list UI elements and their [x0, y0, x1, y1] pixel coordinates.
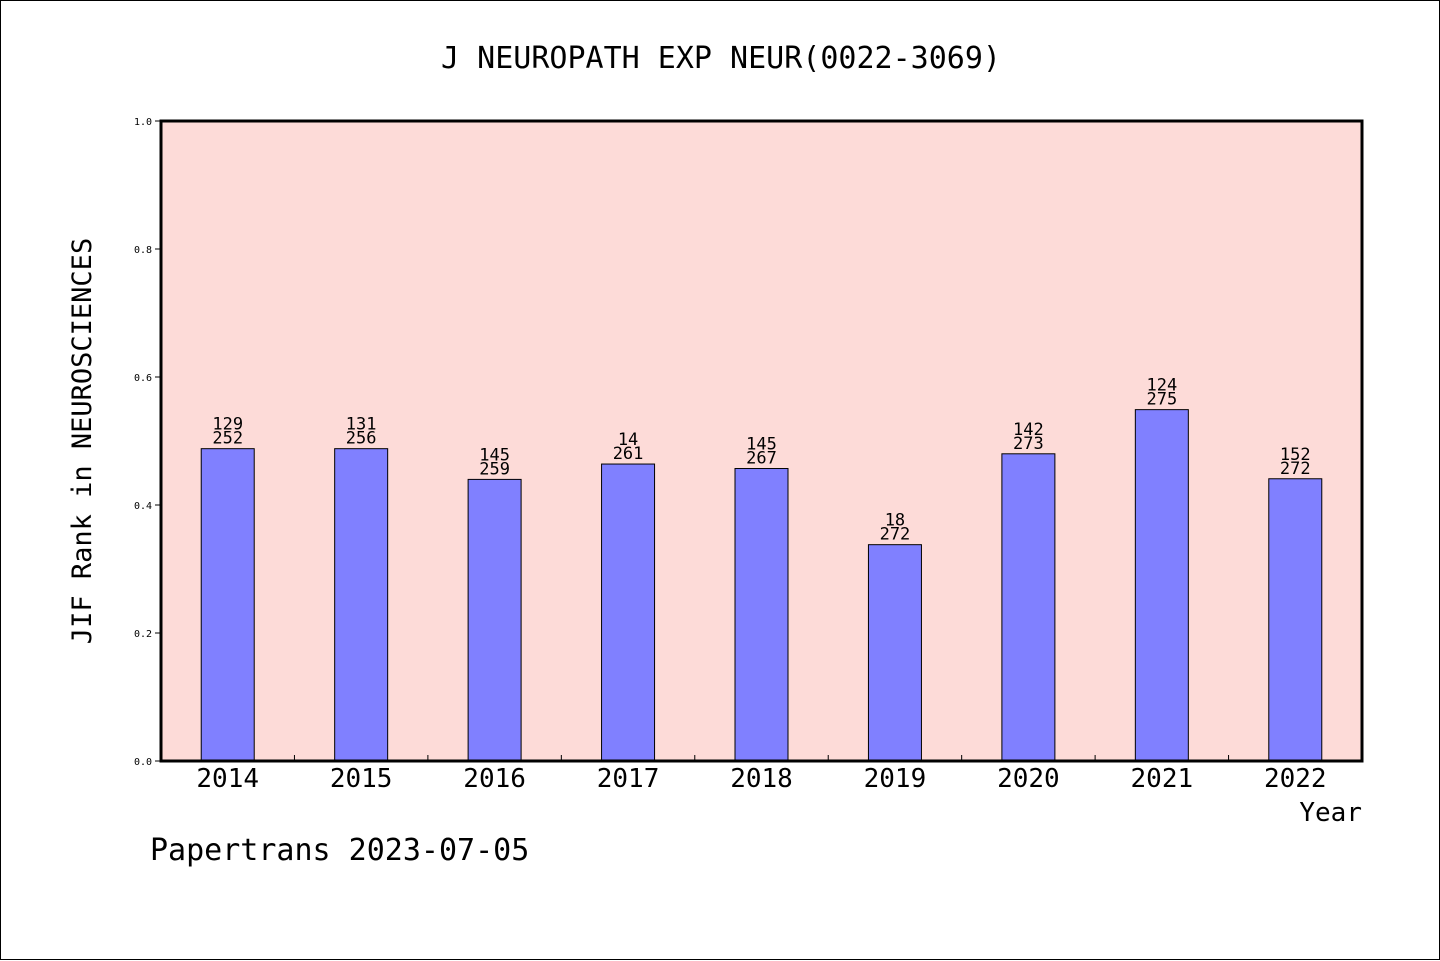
y-tick-label: 0.6	[134, 373, 152, 384]
bar	[601, 463, 656, 762]
x-tick-label: 2021	[1131, 764, 1194, 794]
bar-total-label: 272	[1280, 459, 1311, 479]
x-tick-label: 2020	[997, 764, 1060, 794]
bar	[200, 448, 255, 762]
y-axis-label: JIF Rank in NEUROSCIENCES	[67, 238, 98, 644]
bar	[1134, 409, 1189, 762]
x-tick-label: 2018	[730, 764, 793, 794]
bar-rank-label: 18	[885, 511, 905, 531]
bar-rank-label: 152	[1280, 445, 1311, 465]
bar-rank-label: 124	[1146, 376, 1177, 396]
x-tick-label: 2022	[1264, 764, 1327, 794]
x-tick-label: 2014	[196, 764, 259, 794]
x-tick-label: 2017	[597, 764, 660, 794]
bar-total-label: 259	[479, 459, 510, 479]
y-tick-label: 0.4	[134, 501, 152, 512]
x-tick-label: 2019	[864, 764, 927, 794]
bar	[734, 468, 789, 762]
bar-total-label: 273	[1013, 434, 1044, 454]
x-axis-label: Year	[1299, 798, 1362, 828]
y-tick-label: 0.2	[134, 629, 152, 640]
bar-rank-label: 129	[212, 415, 243, 435]
x-tick-label: 2015	[330, 764, 393, 794]
chart-title: J NEUROPATH EXP NEUR(0022-3069)	[441, 41, 1001, 76]
bar	[867, 544, 922, 762]
bar-total-label: 272	[880, 525, 911, 545]
bar-rank-label: 131	[346, 415, 377, 435]
bar-total-label: 267	[746, 449, 777, 469]
bar-total-label: 252	[212, 429, 243, 449]
x-tick-label: 2016	[463, 764, 526, 794]
bar-total-label: 256	[346, 429, 377, 449]
watermark-text: Papertrans 2023-07-05	[150, 833, 530, 868]
bar-total-label: 275	[1146, 390, 1177, 410]
bar-rank-label: 14	[618, 430, 638, 450]
bar	[467, 478, 522, 762]
bar-rank-label: 142	[1013, 420, 1044, 440]
y-tick-label: 1.0	[134, 117, 152, 128]
plot-border	[159, 119, 1364, 763]
bar	[1001, 453, 1056, 762]
bar	[334, 448, 389, 762]
y-tick-label: 0.0	[134, 757, 152, 768]
bar-rank-label: 145	[479, 445, 510, 465]
bar-total-label: 261	[613, 444, 644, 464]
bar-rank-label: 145	[746, 435, 777, 455]
y-tick-label: 0.8	[134, 245, 152, 256]
bar	[1268, 478, 1323, 762]
